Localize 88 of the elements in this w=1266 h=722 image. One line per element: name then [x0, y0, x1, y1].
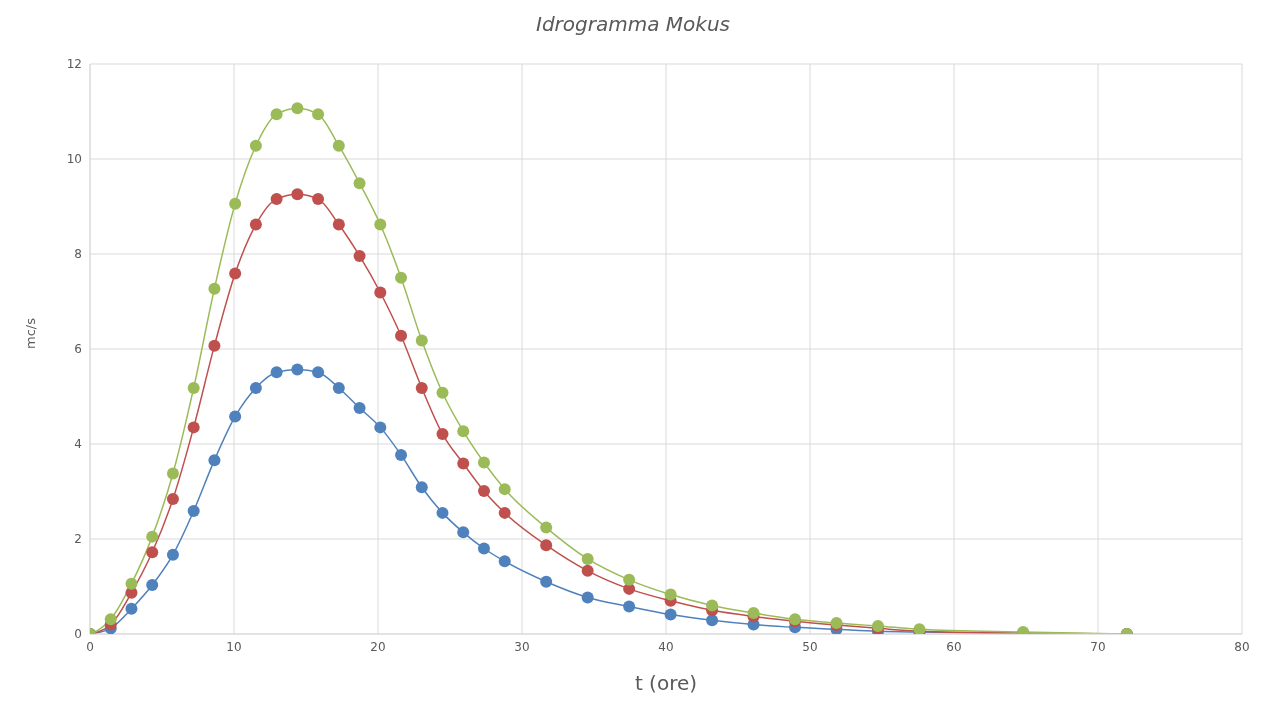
point [249, 218, 262, 231]
point [291, 363, 304, 376]
y-axis-title: mc/s [22, 317, 38, 349]
point [457, 457, 470, 470]
point [498, 506, 511, 519]
point [540, 521, 553, 534]
y-tick-label: 8 [74, 247, 82, 262]
point [270, 366, 283, 379]
point [540, 539, 553, 552]
point [415, 334, 428, 347]
y-tick-label: 4 [74, 437, 82, 452]
x-tick-label: 0 [86, 639, 94, 654]
x-tick-label: 40 [658, 639, 674, 654]
point [146, 530, 159, 543]
x-tick-label: 10 [226, 639, 242, 654]
point [477, 542, 490, 555]
point [166, 467, 179, 480]
point [353, 177, 366, 190]
point [498, 483, 511, 496]
point [664, 588, 677, 601]
point [581, 552, 594, 565]
point [229, 267, 242, 280]
y-tick-label: 0 [74, 627, 82, 642]
x-tick-label: 20 [370, 639, 386, 654]
point [374, 421, 387, 434]
point [581, 564, 594, 577]
point [623, 600, 636, 613]
point [706, 599, 719, 612]
point [415, 481, 428, 494]
point [332, 381, 345, 394]
point [104, 613, 117, 626]
x-tick-label: 60 [946, 639, 962, 654]
point [436, 506, 449, 519]
point [229, 410, 242, 423]
point [208, 454, 221, 467]
point [457, 425, 470, 438]
point [436, 386, 449, 399]
point [312, 366, 325, 379]
x-tick-label: 80 [1234, 639, 1250, 654]
point [312, 108, 325, 121]
point [353, 249, 366, 262]
point [187, 504, 200, 517]
y-tick-label: 2 [74, 532, 82, 547]
point [270, 192, 283, 205]
point [395, 271, 408, 284]
point [395, 448, 408, 461]
point [332, 218, 345, 231]
point [187, 381, 200, 394]
point [146, 546, 159, 559]
point [208, 282, 221, 295]
point [208, 339, 221, 352]
x-tick-label: 70 [1090, 639, 1106, 654]
point [125, 577, 138, 590]
point [312, 192, 325, 205]
point [436, 428, 449, 441]
point [249, 139, 262, 152]
point [187, 421, 200, 434]
x-axis-title: t (ore) [634, 671, 698, 695]
point [291, 188, 304, 201]
point [125, 602, 138, 615]
point [623, 573, 636, 586]
point [477, 485, 490, 498]
point [166, 548, 179, 561]
x-tick-label: 30 [514, 639, 530, 654]
point [249, 381, 262, 394]
point [395, 329, 408, 342]
point [477, 456, 490, 469]
point [374, 286, 387, 299]
point [540, 575, 553, 588]
point [457, 526, 470, 539]
y-tick-label: 10 [66, 152, 82, 167]
point [332, 139, 345, 152]
chart-title: Idrogramma Mokus [535, 12, 731, 36]
point [706, 614, 719, 627]
y-tick-label: 12 [66, 57, 82, 72]
point [415, 381, 428, 394]
point [581, 591, 594, 604]
point [270, 108, 283, 121]
x-tick-label: 50 [802, 639, 818, 654]
point [166, 493, 179, 506]
point [291, 102, 304, 115]
point [664, 608, 677, 621]
point [229, 197, 242, 210]
point [374, 218, 387, 231]
point [498, 555, 511, 568]
point [146, 579, 159, 592]
y-tick-label: 6 [74, 342, 82, 357]
point [353, 401, 366, 414]
